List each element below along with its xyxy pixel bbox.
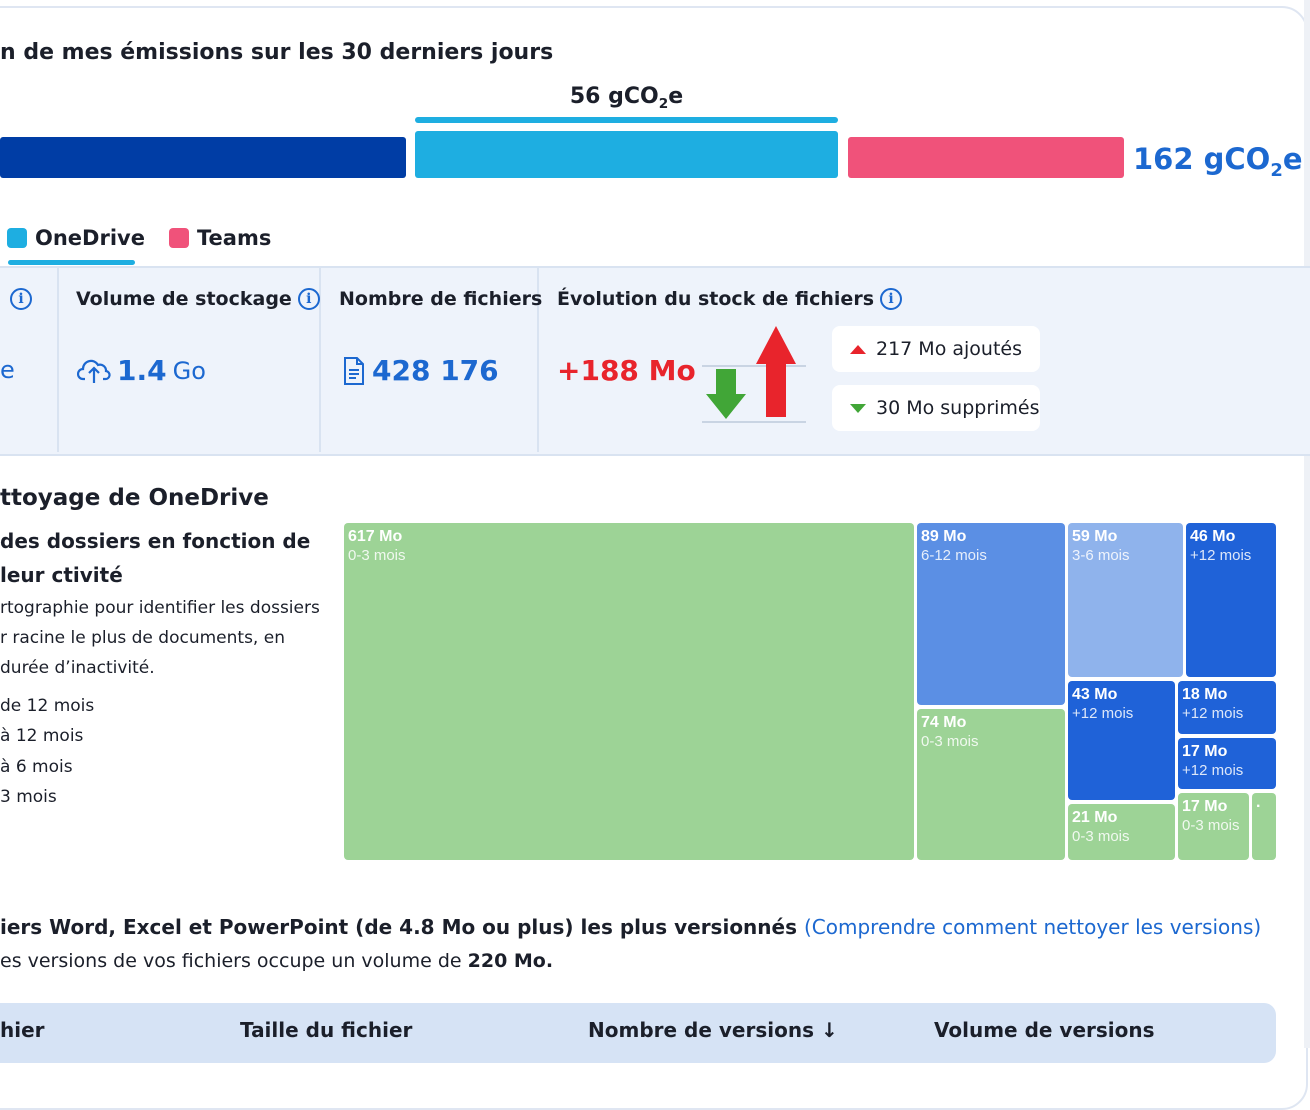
treemap-tile-value: 17 Mo <box>1182 798 1228 815</box>
versions-help-link[interactable]: (Comprendre comment nettoyer les version… <box>803 915 1262 939</box>
treemap-tile-value: 46 Mo <box>1190 528 1236 545</box>
files-value: 428 176 <box>342 354 499 387</box>
storage-title: Volume de stockage i <box>76 288 320 310</box>
onedrive-emissions-label: 56 gCO2e <box>569 84 684 113</box>
emissions-bar-onedrive[interactable] <box>415 131 838 178</box>
triangle-up-icon <box>850 344 866 354</box>
storage-title-label: Volume de stockage <box>76 288 292 310</box>
evolution-value: +188 Mo <box>557 354 696 387</box>
treemap-tile-value: 17 Mo <box>1182 743 1228 760</box>
files-added-label: 217 Mo ajoutés <box>876 338 1022 360</box>
emissions-title: n de mes émissions sur les 30 derniers j… <box>0 40 554 65</box>
cleanup-subtitle: des dossiers en fonction de leur ctivité <box>0 529 311 587</box>
info-icon[interactable]: i <box>10 288 32 310</box>
storage-value-unit: Go <box>172 356 206 385</box>
inactivity-legend-item: à 6 mois <box>0 757 73 777</box>
treemap-tile-period: 0-3 mois <box>1072 828 1130 845</box>
document-icon <box>344 356 364 385</box>
tab-teams-label: Teams <box>197 226 272 250</box>
treemap-tile-period: 0-3 mois <box>348 547 406 564</box>
evolution-title-label: Évolution du stock de fichiers <box>557 288 874 310</box>
treemap-tile-period: +12 mois <box>1182 762 1244 779</box>
stats-band <box>0 266 1310 456</box>
treemap-tile-period: +12 mois <box>1182 705 1244 722</box>
column-header-size[interactable]: Taille du fichier <box>240 1018 413 1042</box>
treemap-tile-period: 3-6 mois <box>1072 547 1130 564</box>
stats-divider <box>57 268 59 452</box>
storage-value: 1.4 Go <box>77 354 206 387</box>
treemap-tile[interactable]: 21 Mo 0-3 mois <box>1068 804 1175 860</box>
versions-subtitle: es versions de vos fichiers occupe un vo… <box>0 950 553 972</box>
files-value-number: 428 176 <box>372 354 499 387</box>
treemap-tile[interactable]: 617 Mo 0-3 mois <box>344 523 914 860</box>
treemap-tile[interactable]: 17 Mo +12 mois <box>1178 738 1276 789</box>
inactivity-legend-item: 3 mois <box>0 787 57 807</box>
treemap-tile-value: 59 Mo <box>1072 528 1118 545</box>
stats-divider <box>537 268 539 452</box>
emissions-bar-teams[interactable] <box>848 137 1124 178</box>
onedrive-highlight-line <box>415 117 838 123</box>
files-removed-label: 30 Mo supprimés <box>876 397 1040 419</box>
stock-evolution-arrows-icon <box>702 326 806 423</box>
stats-divider <box>319 268 321 452</box>
tab-teams[interactable]: Teams <box>169 226 271 250</box>
first-stat-value-fragment: e <box>0 356 15 384</box>
scrollbar[interactable] <box>1304 0 1310 1048</box>
versions-subtitle-text: es versions de vos fichiers occupe un vo… <box>0 950 468 972</box>
files-removed-pill: 30 Mo supprimés <box>832 385 1040 431</box>
treemap-tile-period: +12 mois <box>1190 547 1252 564</box>
treemap-tile-period: 6-12 mois <box>921 547 987 564</box>
storage-value-number: 1.4 <box>117 354 167 387</box>
triangle-down-icon <box>850 403 866 413</box>
treemap-tile-period: 0-3 mois <box>1182 817 1240 834</box>
treemap-tile[interactable]: 59 Mo 3-6 mois <box>1068 523 1183 677</box>
files-added-pill: 217 Mo ajoutés <box>832 326 1040 372</box>
tab-onedrive-label: OneDrive <box>35 226 145 250</box>
treemap-tile-value: 89 Mo <box>921 528 967 545</box>
info-button[interactable]: i <box>10 288 32 310</box>
treemap-tile-period: 0-3 mois <box>921 733 979 750</box>
treemap-tile-value: 43 Mo <box>1072 686 1118 703</box>
files-title: Nombre de fichiers <box>339 288 542 310</box>
treemap-tile[interactable]: 89 Mo 6-12 mois <box>917 523 1065 705</box>
onedrive-swatch <box>7 228 27 248</box>
treemap-tile[interactable]: 46 Mo +12 mois <box>1186 523 1276 677</box>
cloud-upload-icon <box>77 359 111 383</box>
treemap-tile-period: +12 mois <box>1072 705 1134 722</box>
treemap-tile-value: 617 Mo <box>348 528 403 545</box>
versions-title: iers Word, Excel et PowerPoint (de 4.8 M… <box>0 915 1261 939</box>
teams-swatch <box>169 228 189 248</box>
info-icon[interactable]: i <box>880 288 902 310</box>
treemap-tile[interactable]: 17 Mo 0-3 mois <box>1178 793 1249 860</box>
versions-title-text: iers Word, Excel et PowerPoint (de 4.8 M… <box>0 915 798 939</box>
cleanup-description: rtographie pour identifier les dossiers … <box>0 598 320 678</box>
inactivity-legend-item: de 12 mois <box>0 696 95 716</box>
cleanup-title: ttoyage de OneDrive <box>0 485 269 511</box>
column-header-version-volume[interactable]: Volume de versions <box>934 1018 1155 1042</box>
emissions-bar-outlook[interactable] <box>0 137 406 178</box>
treemap-tile-value: 74 Mo <box>921 714 967 731</box>
emissions-total: 162 gCO2e <box>1133 142 1303 181</box>
treemap-tile-value: 21 Mo <box>1072 809 1118 826</box>
tab-onedrive[interactable]: OneDrive <box>7 226 145 250</box>
column-header-version-count[interactable]: Nombre de versions ↓ <box>588 1018 838 1042</box>
versions-total: 220 Mo. <box>467 950 554 972</box>
treemap-tile-value: 18 Mo <box>1182 686 1228 703</box>
tab-onedrive-underline <box>8 260 135 265</box>
files-title-label: Nombre de fichiers <box>339 288 543 310</box>
treemap-tile[interactable]: 74 Mo 0-3 mois <box>917 709 1065 860</box>
column-header-file[interactable]: hier <box>0 1018 45 1042</box>
treemap-tile[interactable]: 18 Mo +12 mois <box>1178 681 1276 734</box>
inactivity-legend-item: à 12 mois <box>0 726 84 746</box>
treemap-tile[interactable]: · <box>1252 793 1276 860</box>
evolution-title: Évolution du stock de fichiers i <box>557 288 902 310</box>
treemap-tile-value: · <box>1256 798 1262 815</box>
treemap-tile[interactable]: 43 Mo +12 mois <box>1068 681 1175 800</box>
info-icon[interactable]: i <box>297 288 320 310</box>
